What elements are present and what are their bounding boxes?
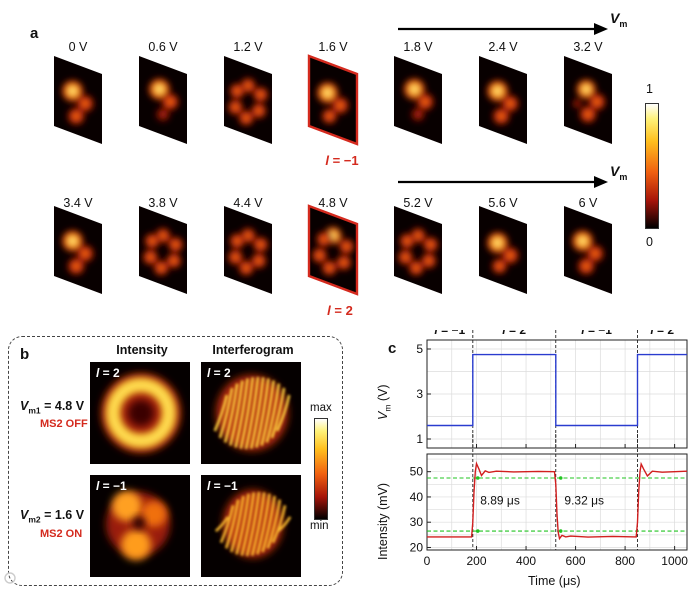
y-tick-label: 40 (410, 490, 424, 504)
voltage-label: 0 V (68, 40, 88, 54)
watermark-logo-icon (4, 572, 16, 584)
y-tick-label: 5 (416, 342, 423, 356)
beam-profile-image (224, 56, 272, 144)
series-line (427, 461, 688, 541)
panel-b-frame (8, 336, 343, 586)
mode-label-l-2: l = 2 (327, 303, 353, 318)
vm-arrow-row2 (398, 170, 608, 190)
beam-profile-image (307, 54, 359, 146)
voltage-label: 0.6 V (148, 40, 178, 54)
mode-label-l-minus1: l = −1 (325, 153, 359, 168)
vm-arrow-row1 (398, 17, 608, 37)
header-interferogram: Interferogram (212, 343, 294, 357)
header-intensity: Intensity (116, 343, 168, 357)
voltage-label: 4.4 V (233, 196, 263, 210)
beam-profile-image (139, 56, 187, 144)
x-tick-label: 800 (615, 554, 635, 568)
tag-interferogram-l-minus1: l = −1 (207, 479, 238, 493)
interferogram-image-l2 (201, 362, 301, 464)
colorbar-a (645, 103, 659, 229)
x-tick-label: 0 (424, 554, 431, 568)
y-tick-label: 20 (410, 540, 424, 554)
xlabel: Time (μs) (528, 574, 581, 588)
y-tick-label: 1 (416, 432, 423, 446)
vm1-label: Vm1 = 4.8 V (20, 399, 85, 416)
intensity-image-l2 (90, 362, 190, 464)
fall-time-annotation: 9.32 μs (564, 494, 604, 508)
beam-profile-image (479, 56, 527, 144)
plot-frame (426, 453, 688, 551)
watermark (4, 572, 16, 587)
top-ylabel: Vm (V) (376, 384, 393, 420)
colorbar-a-max: 1 (646, 82, 653, 96)
voltage-label: 3.4 V (63, 196, 93, 210)
tag-intensity-l2: l = 2 (96, 366, 120, 380)
series-line (427, 353, 687, 427)
segment-label: l = 2 (502, 330, 526, 337)
vm-arrow-row1-label: Vm (610, 10, 628, 29)
vm2-label: Vm2 = 1.6 V (20, 508, 85, 525)
beam-profile-image (394, 56, 442, 144)
beam-profile-image (564, 56, 612, 144)
y-tick-label: 30 (410, 515, 424, 529)
colorbar-b-max: max (310, 402, 332, 414)
x-tick-label: 1000 (661, 554, 688, 568)
x-tick-label: 200 (467, 554, 487, 568)
panel-b-images (90, 362, 301, 577)
bottom-ylabel: Intensity (mV) (376, 482, 390, 560)
colorbar-a-min: 0 (646, 235, 653, 249)
beam-profile-image (224, 206, 272, 294)
segment-label: l = 2 (650, 330, 674, 337)
crossing-marker (558, 476, 563, 480)
beam-profile-image (564, 206, 612, 294)
status-ms2-off: MS2 OFF (40, 418, 88, 430)
interferogram-image-l-minus1 (201, 475, 301, 577)
crossing-marker (475, 476, 480, 480)
tag-interferogram-l2: l = 2 (207, 366, 231, 380)
voltage-label: 6 V (578, 196, 598, 210)
colorbar-b (314, 418, 328, 520)
crossing-marker (475, 529, 480, 533)
arrow-right-icon (398, 23, 608, 35)
tag-intensity-l-minus1: l = −1 (96, 479, 127, 493)
beam-profile-image (307, 204, 359, 296)
segment-label: l = −1 (581, 330, 612, 337)
panel-c-chart: 1 3 5 20 30 40 50 0 200 400 600 800 1000 l = −1 l = 2 l… (410, 330, 688, 568)
vm-arrow-row2-label: Vm (610, 163, 628, 182)
beam-profile-image (479, 206, 527, 294)
voltage-label: 3.8 V (148, 196, 178, 210)
voltage-label: 5.6 V (488, 196, 518, 210)
voltage-label: 3.2 V (573, 40, 603, 54)
segment-label: l = −1 (434, 330, 465, 337)
beam-profile-image (394, 206, 442, 294)
colorbar-b-min: min (310, 520, 329, 532)
y-tick-label: 50 (410, 465, 424, 479)
status-ms2-on: MS2 ON (40, 528, 83, 540)
arrow-right-icon (398, 176, 608, 188)
beam-profile-image (54, 206, 102, 294)
beam-profile-image (139, 206, 187, 294)
beam-profile-grid (54, 54, 612, 296)
voltage-label: 2.4 V (488, 40, 518, 54)
rise-time-annotation: 8.89 μs (480, 494, 520, 508)
voltage-label: 1.2 V (233, 40, 263, 54)
panel-b-label: b (20, 346, 30, 363)
beam-profile-image (54, 56, 102, 144)
panel-a-label: a (30, 25, 39, 42)
voltage-label: 5.2 V (403, 196, 433, 210)
x-tick-label: 400 (516, 554, 536, 568)
y-tick-label: 3 (416, 387, 423, 401)
x-tick-label: 600 (566, 554, 586, 568)
voltage-label: 1.8 V (403, 40, 433, 54)
voltage-label: 1.6 V (318, 40, 348, 54)
crossing-marker (558, 529, 563, 533)
panel-c-label: c (388, 340, 397, 357)
voltage-label: 4.8 V (318, 196, 348, 210)
intensity-image-l-minus1 (90, 475, 190, 577)
